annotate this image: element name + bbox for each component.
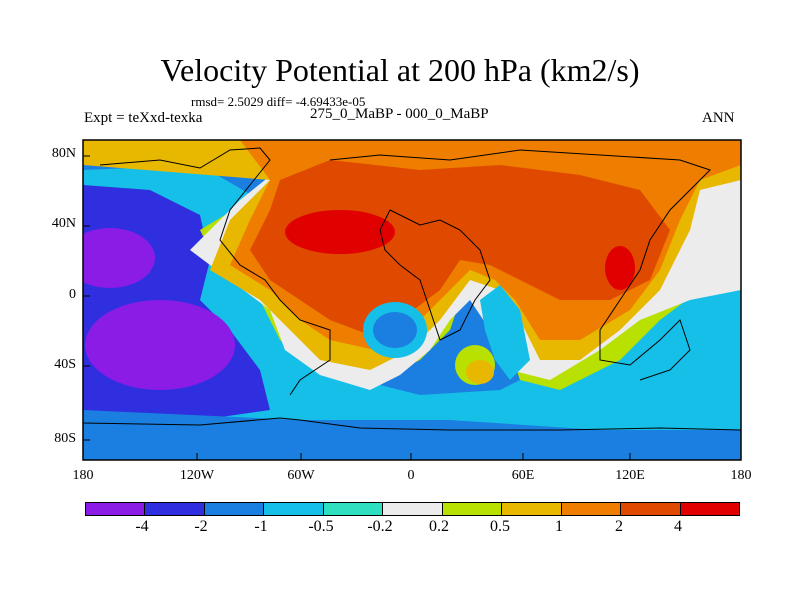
contour-fill: [466, 360, 494, 384]
contour-fill: [83, 228, 155, 288]
colorbar-label: 0.2: [429, 518, 449, 535]
colorbar-label: 1: [555, 518, 563, 535]
lat-label: 80N: [51, 146, 76, 161]
colorbar-swatch: [86, 503, 146, 515]
colorbar-swatch: [145, 503, 205, 515]
lat-label: 0: [69, 287, 76, 302]
map-title: Velocity Potential at 200 hPa (km2/s): [160, 52, 640, 88]
lat-label: 40N: [51, 216, 76, 231]
contour-fill: [85, 300, 235, 390]
colorbar-label: -1: [254, 518, 268, 535]
colorbar-label: 4: [674, 518, 682, 535]
lon-label: 60W: [287, 468, 315, 483]
colorbar-label: -2: [194, 518, 208, 535]
contour-fill: [83, 410, 741, 460]
coastline: [379, 209, 491, 341]
lon-label: 60E: [511, 468, 535, 483]
contour-fill: [250, 160, 670, 335]
contour-fill: [480, 285, 530, 380]
lon-label: 180: [72, 468, 94, 483]
colorbar-swatch: [264, 503, 324, 515]
map-subtitle: 275_0_MaBP - 000_0_MaBP: [310, 106, 489, 122]
colorbar-swatch: [502, 503, 562, 515]
statistics-text: rmsd= 2.5029 diff= -4.69433e-05: [191, 94, 366, 109]
colorbar-swatch: [442, 503, 503, 515]
lat-label: 80S: [54, 431, 76, 446]
experiment-label: Expt = teXxd-texka: [84, 110, 203, 126]
colorbar-label: -0.2: [367, 518, 393, 535]
colorbar: [85, 502, 740, 516]
colorbar-swatch: [383, 503, 443, 515]
contour-fill: [373, 312, 417, 348]
lon-label: 0: [407, 468, 415, 483]
season-label: ANN: [702, 110, 735, 126]
coastline: [99, 147, 331, 396]
contour-fill: [285, 210, 395, 254]
lon-label: 120E: [615, 468, 645, 483]
lon-label: 180: [730, 468, 752, 483]
colorbar-label: 2: [615, 518, 623, 535]
colorbar-swatch: [561, 503, 622, 515]
coastline: [83, 417, 741, 431]
colorbar-label: -0.5: [308, 518, 334, 535]
colorbar-swatch: [204, 503, 265, 515]
coastline: [329, 149, 711, 381]
colorbar-swatch: [323, 503, 384, 515]
colorbar-swatch: [680, 503, 739, 515]
lat-label: 40S: [54, 357, 76, 372]
colorbar-label: 0.5: [490, 518, 510, 535]
colorbar-swatch: [621, 503, 681, 515]
map-frame: [82, 139, 742, 461]
contour-fill: [605, 246, 635, 290]
colorbar-label: -4: [135, 518, 149, 535]
lon-label: 120W: [179, 468, 215, 483]
